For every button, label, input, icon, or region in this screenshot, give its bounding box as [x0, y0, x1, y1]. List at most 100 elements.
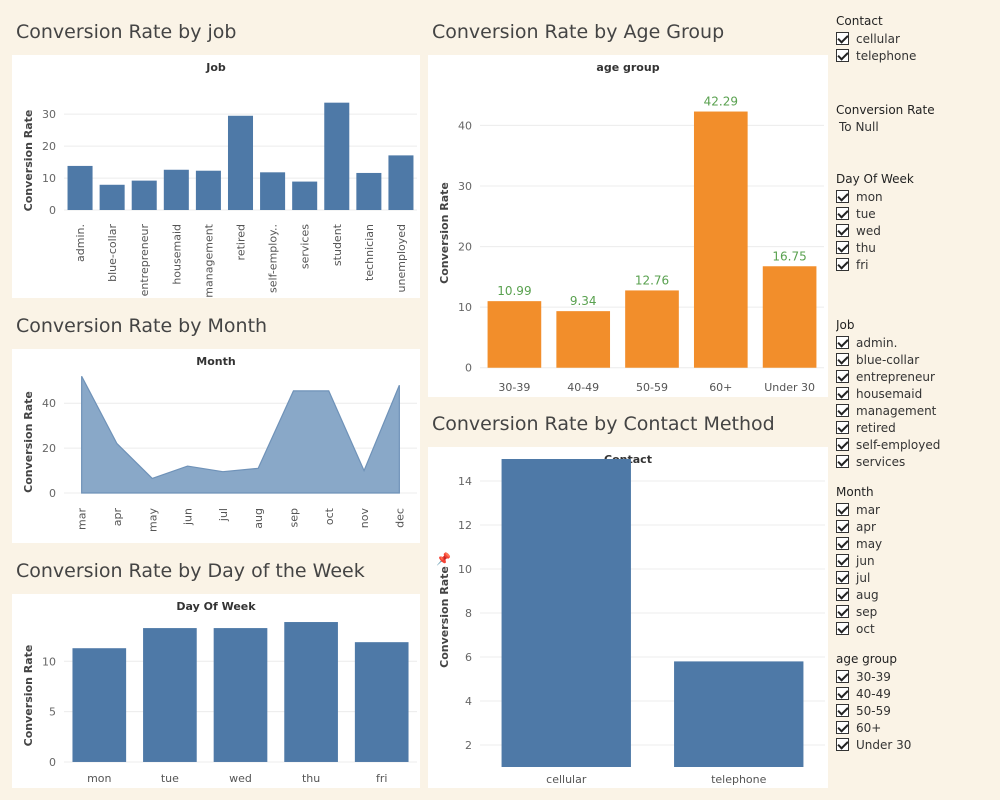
filter-item[interactable]: 30-39	[836, 668, 996, 685]
bar	[213, 628, 268, 762]
filter-item[interactable]: 50-59	[836, 702, 996, 719]
checkbox-checked-icon[interactable]	[836, 404, 849, 417]
data-label: 10.99	[497, 284, 531, 298]
filter-item-label: fri	[856, 257, 869, 272]
filter-item-label: blue-collar	[856, 352, 920, 367]
filter-item[interactable]: mar	[836, 501, 996, 518]
filter-item[interactable]: 60+	[836, 719, 996, 736]
checkbox-checked-icon[interactable]	[836, 537, 849, 550]
x-tick-label: mar	[76, 508, 89, 530]
filter-conversion-rate: Conversion Rate To Null	[836, 102, 996, 136]
checkbox-checked-icon[interactable]	[836, 421, 849, 434]
y-tick-label: 40	[42, 397, 56, 410]
checkbox-checked-icon[interactable]	[836, 336, 849, 349]
filter-item[interactable]: fri	[836, 256, 996, 273]
filter-item[interactable]: cellular	[836, 30, 996, 47]
checkbox-checked-icon[interactable]	[836, 503, 849, 516]
title-contact: Conversion Rate by Contact Method	[432, 413, 775, 435]
y-tick-label: 10	[42, 172, 56, 185]
filter-item[interactable]: jun	[836, 552, 996, 569]
filter-item-label: telephone	[856, 48, 917, 63]
filter-item-label: self-employed	[856, 437, 941, 452]
filter-item[interactable]: may	[836, 535, 996, 552]
bar	[324, 102, 350, 211]
checkbox-checked-icon[interactable]	[836, 258, 849, 271]
filter-item[interactable]: telephone	[836, 47, 996, 64]
filter-item-label: oct	[856, 621, 875, 636]
filter-item[interactable]: blue-collar	[836, 351, 996, 368]
checkbox-checked-icon[interactable]	[836, 224, 849, 237]
checkbox-checked-icon[interactable]	[836, 670, 849, 683]
checkbox-checked-icon[interactable]	[836, 622, 849, 635]
checkbox-checked-icon[interactable]	[836, 370, 849, 383]
filter-item[interactable]: Under 30	[836, 736, 996, 753]
filter-item[interactable]: services	[836, 453, 996, 470]
checkbox-checked-icon[interactable]	[836, 207, 849, 220]
checkbox-checked-icon[interactable]	[836, 190, 849, 203]
filter-item[interactable]: sep	[836, 603, 996, 620]
filter-item[interactable]: management	[836, 402, 996, 419]
filter-item-label: tue	[856, 206, 876, 221]
filter-item[interactable]: admin.	[836, 334, 996, 351]
y-tick-label: 14	[458, 475, 472, 488]
checkbox-checked-icon[interactable]	[836, 241, 849, 254]
checkbox-checked-icon[interactable]	[836, 49, 849, 62]
y-tick-label: 0	[49, 204, 56, 217]
x-tick-label: telephone	[711, 773, 767, 786]
checkbox-checked-icon[interactable]	[836, 387, 849, 400]
filter-item[interactable]: wed	[836, 222, 996, 239]
y-tick-label: 0	[49, 487, 56, 500]
filter-item[interactable]: jul	[836, 569, 996, 586]
filter-item[interactable]: oct	[836, 620, 996, 637]
filter-item[interactable]: apr	[836, 518, 996, 535]
filter-item[interactable]: tue	[836, 205, 996, 222]
filter-item[interactable]: aug	[836, 586, 996, 603]
checkbox-checked-icon[interactable]	[836, 704, 849, 717]
x-tick-label: technician	[363, 224, 376, 281]
filter-item[interactable]: entrepreneur	[836, 368, 996, 385]
x-tick-label: jul	[217, 508, 230, 522]
y-tick-label: 10	[458, 563, 472, 576]
checkbox-checked-icon[interactable]	[836, 438, 849, 451]
job-chart: Job 0 10 20 30 Conversion Rate admin. blue-coll…	[22, 61, 417, 298]
checkbox-checked-icon[interactable]	[836, 721, 849, 734]
filter-item[interactable]: 40-49	[836, 685, 996, 702]
y-tick-label: 2	[465, 739, 472, 752]
filter-item-label: entrepreneur	[856, 369, 935, 384]
checkbox-checked-icon[interactable]	[836, 738, 849, 751]
checkbox-checked-icon[interactable]	[836, 554, 849, 567]
bar	[354, 642, 409, 762]
y-tick-label: 6	[465, 651, 472, 664]
checkbox-checked-icon[interactable]	[836, 455, 849, 468]
checkbox-checked-icon[interactable]	[836, 588, 849, 601]
filter-conversion-rate-note[interactable]: To Null	[839, 120, 879, 134]
y-axis-label: Conversion Rate	[22, 110, 35, 212]
checkbox-checked-icon[interactable]	[836, 571, 849, 584]
checkbox-checked-icon[interactable]	[836, 353, 849, 366]
checkbox-checked-icon[interactable]	[836, 687, 849, 700]
filter-item-label: thu	[856, 240, 876, 255]
filter-item[interactable]: thu	[836, 239, 996, 256]
filter-item-label: jun	[856, 553, 875, 568]
month-chart-panel: Month 0 20 40 Conversion Rate mar apr may jun jul…	[12, 349, 420, 543]
filter-job: Job admin. blue-collar entrepreneur housema…	[836, 317, 996, 474]
bar	[131, 180, 157, 211]
x-tick-label: apr	[111, 508, 124, 527]
chart-header: age group	[596, 61, 659, 74]
y-axis-label: Conversion Rate	[438, 182, 451, 284]
bar	[72, 648, 127, 762]
filter-item-label: jul	[856, 570, 871, 585]
x-tick-label: self-employ..	[267, 224, 280, 293]
checkbox-checked-icon[interactable]	[836, 520, 849, 533]
checkbox-checked-icon[interactable]	[836, 32, 849, 45]
y-tick-label: 10	[42, 655, 56, 668]
bar	[674, 661, 804, 767]
filter-item[interactable]: housemaid	[836, 385, 996, 402]
filter-age-group: age group 30-39 40-49 50-59 60+ Under 30	[836, 651, 996, 753]
filter-item[interactable]: self-employed	[836, 436, 996, 453]
x-tick-label: thu	[302, 772, 320, 785]
filter-item[interactable]: mon	[836, 188, 996, 205]
checkbox-checked-icon[interactable]	[836, 605, 849, 618]
x-tick-label: unemployed	[395, 224, 408, 292]
filter-item[interactable]: retired	[836, 419, 996, 436]
